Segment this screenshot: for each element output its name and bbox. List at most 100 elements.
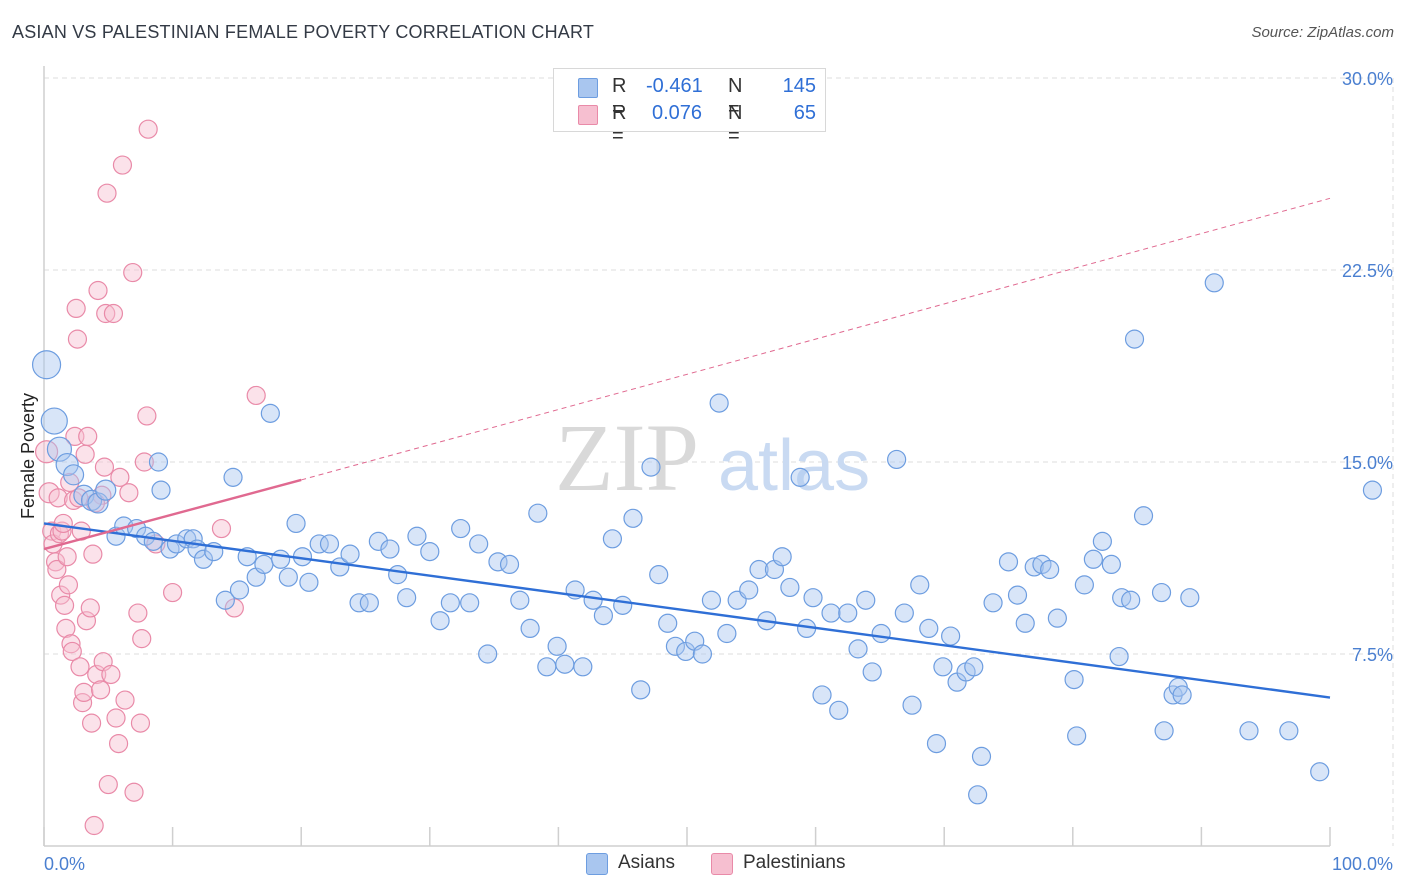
- asian-point: [593, 605, 614, 626]
- palestinian-point: [70, 657, 90, 677]
- n-label: N =: [728, 102, 743, 147]
- r-value: -0.461: [646, 75, 703, 97]
- palestinian-point: [101, 664, 121, 685]
- palestinian-point: [83, 544, 103, 564]
- asian-point: [583, 590, 603, 610]
- asian-point: [359, 593, 379, 613]
- stats-legend: R = -0.461 N = 145 R = 0.076 N = 65: [553, 68, 826, 147]
- asian-point: [709, 393, 729, 413]
- asian-point: [856, 590, 876, 610]
- asian-point: [547, 636, 567, 656]
- asian-point: [1092, 531, 1112, 551]
- palestinian-swatch: [711, 853, 733, 875]
- asian-point: [1067, 726, 1087, 746]
- x-tick-label: 100.0%: [1332, 854, 1393, 874]
- palestinian-trend-extension: [301, 197, 1331, 481]
- palestinian-point: [62, 641, 82, 662]
- palestinian-point: [34, 440, 59, 464]
- palestinian-point: [110, 467, 130, 487]
- asian-point: [983, 593, 1003, 613]
- axes: [43, 66, 1331, 847]
- asian-point: [62, 464, 85, 486]
- asian-point: [469, 534, 489, 554]
- asian-point: [319, 534, 340, 554]
- asian-point: [1007, 585, 1028, 605]
- palestinian-point: [48, 488, 68, 508]
- palestinian-point: [63, 490, 84, 510]
- palestinian-point: [72, 693, 93, 713]
- asian-point: [380, 539, 400, 559]
- asian-point: [397, 588, 417, 608]
- r-label: R =: [612, 102, 627, 147]
- asian-point: [1204, 273, 1224, 293]
- asian-point: [151, 480, 171, 500]
- asian-point: [902, 695, 922, 715]
- palestinian-point: [138, 119, 158, 139]
- asian-point: [1180, 588, 1200, 608]
- asian-point: [613, 595, 633, 615]
- asian-point: [649, 565, 669, 585]
- palestinian-point: [74, 682, 94, 703]
- asian-point: [368, 531, 388, 551]
- asian-point: [254, 554, 274, 575]
- grid-lines: [44, 77, 1394, 846]
- y-tick-label: 30.0%: [1342, 69, 1393, 89]
- n-value: 65: [793, 102, 816, 124]
- watermark-atlas: atlas: [718, 426, 870, 506]
- asian-point: [87, 492, 109, 514]
- asian-point: [1074, 575, 1094, 595]
- asian-point: [215, 590, 235, 610]
- palestinian-point: [94, 457, 115, 477]
- palestinian-point: [56, 618, 76, 639]
- asian-point: [848, 639, 868, 659]
- asian-point: [941, 626, 961, 646]
- palestinian-point: [97, 183, 117, 203]
- chart-title: ASIAN VS PALESTINIAN FEMALE POVERTY CORR…: [12, 22, 595, 42]
- asian-point: [349, 593, 369, 613]
- palestinian-point: [246, 385, 266, 406]
- asian-point: [1040, 559, 1060, 580]
- asian-points: [31, 273, 1383, 805]
- asian-point: [1279, 721, 1299, 741]
- asian-point: [46, 436, 73, 462]
- palestinian-point: [98, 774, 118, 795]
- asian-point: [641, 457, 661, 477]
- asian-point: [701, 590, 722, 610]
- palestinian-point: [137, 406, 157, 426]
- palestinian-point: [106, 708, 126, 728]
- palestinian-point: [163, 582, 183, 603]
- asian-point: [971, 746, 992, 767]
- asian-point: [968, 785, 988, 805]
- asian-point: [286, 513, 306, 534]
- palestinian-point: [130, 713, 151, 733]
- palestinian-point: [115, 690, 135, 710]
- asian-point: [602, 529, 623, 549]
- asian-point: [1151, 582, 1172, 603]
- asian-point: [1109, 646, 1129, 667]
- y-tick-label: 15.0%: [1342, 453, 1393, 473]
- asian-point: [440, 593, 460, 613]
- palestinian-point: [75, 444, 95, 464]
- asian-point: [838, 603, 858, 623]
- palestinian-point: [124, 782, 144, 802]
- asian-point: [749, 559, 769, 580]
- asian-point: [871, 623, 891, 644]
- watermark-zip: ZIP: [555, 404, 699, 511]
- x-tick-label: 0.0%: [44, 854, 85, 874]
- asian-point: [407, 526, 427, 546]
- asian-point: [803, 588, 823, 608]
- asian-point: [998, 552, 1019, 572]
- asian-point: [623, 508, 643, 528]
- y-tick-label: 7.5%: [1352, 645, 1393, 665]
- asian-point: [919, 618, 939, 639]
- asian-point: [631, 680, 651, 700]
- palestinian-point: [67, 329, 88, 349]
- palestinian-point: [66, 298, 86, 318]
- palestinian-point: [134, 452, 154, 472]
- asian-point: [278, 567, 298, 587]
- asian-point: [1239, 721, 1259, 741]
- palestinian-point: [123, 262, 143, 283]
- asian-point: [821, 603, 841, 623]
- r-label: R =: [612, 75, 627, 120]
